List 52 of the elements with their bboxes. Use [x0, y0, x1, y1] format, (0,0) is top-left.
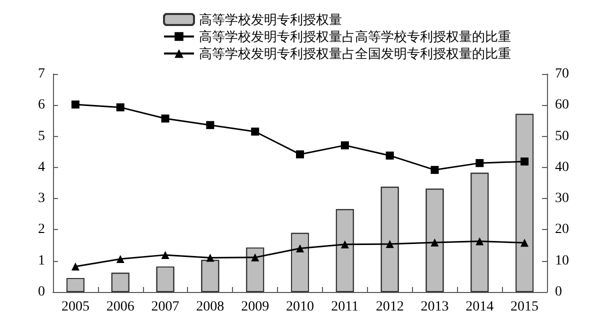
- y-tick-label: 1: [38, 253, 45, 268]
- y2-tick-label: 60: [555, 98, 569, 113]
- point: [116, 103, 124, 112]
- point: [71, 262, 80, 270]
- point: [251, 253, 260, 262]
- point: [476, 237, 484, 246]
- point: [476, 159, 484, 168]
- legend-label: 高等学校发明专利授权量占高等学校专利授权量的比重: [199, 29, 511, 44]
- y-tick-label: 7: [38, 66, 45, 82]
- point: [161, 114, 170, 123]
- point: [520, 238, 529, 247]
- y-tick-label: 3: [38, 191, 45, 206]
- point: [520, 158, 529, 166]
- y2-tick-label: 10: [555, 253, 569, 268]
- y-tick-label: 0: [38, 284, 45, 300]
- point: [296, 150, 304, 158]
- y2-tick-label: 70: [555, 66, 569, 82]
- x-tick-label: 2009: [241, 300, 270, 314]
- y2-tick-label: 50: [555, 128, 569, 144]
- point: [340, 240, 349, 248]
- y2-tick-label: 0: [555, 284, 562, 300]
- legend-label: 高等学校发明专利授权量: [199, 12, 342, 27]
- x-tick-label: 2011: [331, 300, 359, 314]
- point: [71, 100, 80, 109]
- x-tick-label: 2005: [61, 300, 90, 314]
- point: [206, 121, 214, 130]
- x-tick-label: 2006: [106, 300, 134, 314]
- point: [430, 166, 439, 174]
- y-tick-label: 2: [38, 222, 45, 238]
- x-tick-label: 2007: [151, 300, 180, 314]
- legend-label: 高等学校发明专利授权量占全国发明专利授权量的比重: [199, 46, 511, 61]
- x-tick-label: 2013: [420, 300, 449, 314]
- x-tick-label: 2012: [376, 300, 404, 314]
- x-tick-label: 2010: [286, 300, 314, 314]
- point: [116, 254, 124, 263]
- point: [206, 254, 214, 262]
- x-tick-label: 2014: [466, 300, 494, 314]
- x-tick-label: 2015: [510, 300, 539, 314]
- point: [430, 238, 439, 246]
- y-tick-label: 6: [38, 98, 45, 113]
- point: [161, 250, 170, 259]
- point: [251, 128, 260, 136]
- point: [386, 152, 394, 160]
- y2-tick-label: 30: [555, 191, 569, 206]
- point: [340, 141, 349, 150]
- y-tick-label: 4: [38, 160, 45, 175]
- point: [386, 240, 394, 248]
- y-tick-label: 5: [38, 128, 45, 144]
- point: [296, 244, 304, 252]
- y2-tick-label: 40: [555, 160, 569, 175]
- x-tick-label: 2008: [196, 300, 224, 314]
- y2-tick-label: 20: [555, 222, 569, 238]
